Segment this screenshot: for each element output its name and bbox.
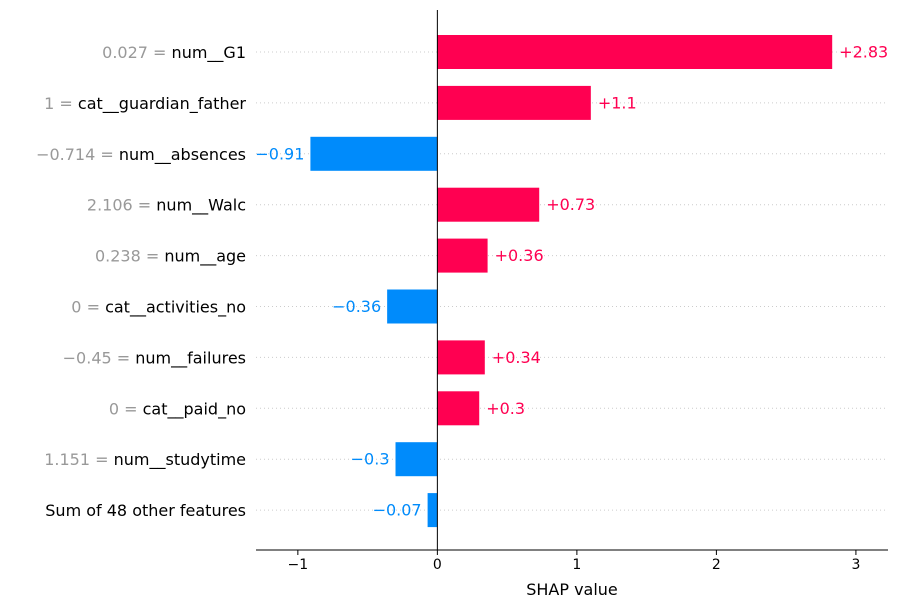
feature-value: 1 =: [44, 93, 78, 112]
y-tick-label: Sum of 48 other features: [45, 501, 246, 520]
bar-labels-layer: +2.83 +1.1 −0.91 +0.73 +0.36 −0.36 +0.34 +0.3 −0…: [255, 43, 888, 520]
x-ticks-layer: −1 0 1 2 3: [288, 550, 860, 573]
bar-value-label: +0.36: [495, 246, 544, 265]
feature-name: num__Walc: [156, 195, 246, 215]
feature-name: num__absences: [119, 144, 246, 164]
bar: [387, 289, 438, 324]
bar-value-label: −0.91: [255, 144, 304, 163]
feature-value: 1.151 =: [44, 450, 113, 469]
row-guides: [256, 51, 888, 511]
x-axis-title: SHAP value: [526, 580, 618, 599]
feature-value: 0 =: [109, 399, 143, 418]
y-tick-label: 0 = cat__paid_no: [109, 399, 246, 419]
feature-value: 2.106 =: [87, 195, 156, 214]
bars-layer: [310, 35, 833, 528]
feature-name: num__failures: [135, 348, 246, 368]
feature-name: num__G1: [172, 43, 246, 63]
x-tick-label: 2: [712, 557, 721, 573]
y-labels-layer: 0.027 = num__G1 1 = cat__guardian_father −…: [36, 43, 246, 520]
bar: [427, 493, 438, 528]
bar: [437, 238, 488, 273]
feature-name: cat__activities_no: [105, 297, 246, 317]
bar: [310, 136, 438, 171]
bar: [437, 187, 540, 222]
y-tick-label: 1.151 = num__studytime: [44, 450, 246, 470]
feature-name: num__studytime: [114, 450, 246, 470]
y-tick-label: 0.238 = num__age: [95, 246, 246, 266]
feature-name: Sum of 48 other features: [45, 501, 246, 520]
feature-value: −0.45 =: [63, 348, 136, 367]
bar-value-label: +0.3: [486, 399, 525, 418]
bar-value-label: +2.83: [839, 43, 888, 62]
feature-value: 0 =: [71, 297, 105, 316]
y-tick-label: 1 = cat__guardian_father: [44, 93, 246, 113]
bar-value-label: −0.3: [351, 450, 390, 469]
bar-value-label: +1.1: [598, 93, 637, 112]
x-tick-label: 0: [433, 557, 442, 573]
x-tick-label: 3: [851, 557, 860, 573]
feature-value: 0.238 =: [95, 246, 164, 265]
bar-value-label: +0.73: [546, 195, 595, 214]
y-tick-label: 0.027 = num__G1: [102, 43, 246, 63]
feature-name: num__age: [164, 246, 246, 266]
bar: [437, 85, 591, 120]
y-tick-label: −0.714 = num__absences: [36, 144, 246, 164]
feature-value: 0.027 =: [102, 43, 171, 62]
feature-name: cat__guardian_father: [78, 93, 247, 113]
bar: [395, 442, 438, 477]
bar-value-label: +0.34: [492, 348, 541, 367]
y-tick-label: 0 = cat__activities_no: [71, 297, 246, 317]
bar-value-label: −0.36: [332, 297, 381, 316]
x-tick-label: −1: [288, 557, 309, 573]
bar-value-label: −0.07: [373, 501, 422, 520]
bar: [437, 340, 485, 375]
feature-value: −0.714 =: [36, 144, 119, 163]
x-tick-label: 1: [572, 557, 581, 573]
bar: [437, 35, 833, 69]
y-tick-label: 2.106 = num__Walc: [87, 195, 246, 215]
y-tick-label: −0.45 = num__failures: [63, 348, 246, 368]
bar: [437, 391, 480, 426]
feature-name: cat__paid_no: [143, 399, 246, 419]
